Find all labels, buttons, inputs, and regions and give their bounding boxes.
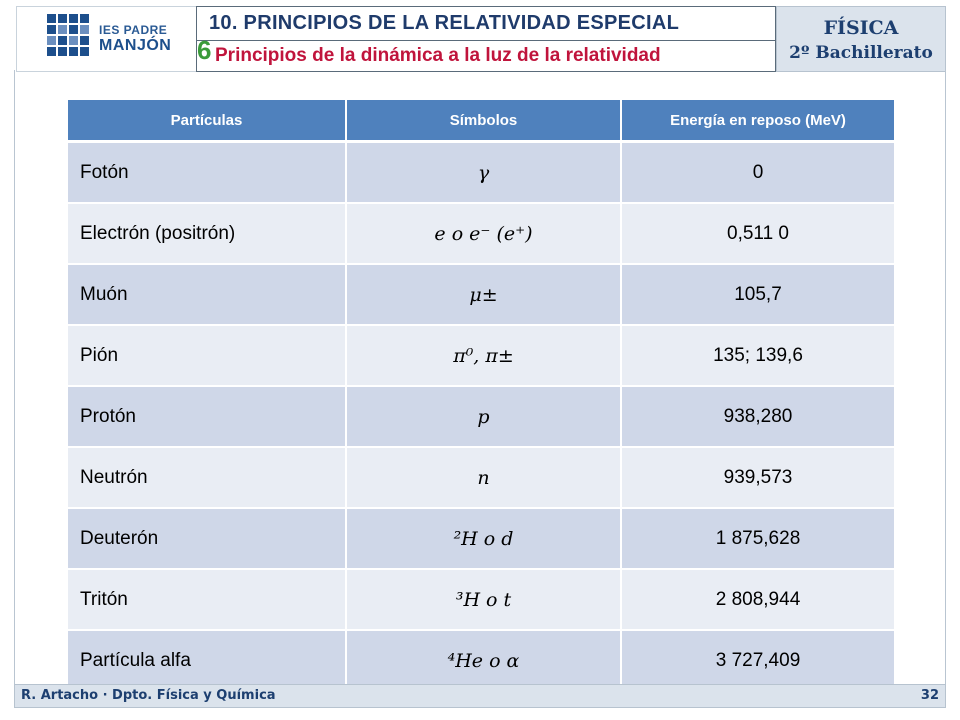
table-row: Electrón (positrón) e o e⁻ (e⁺) 0,511 0 — [68, 203, 894, 265]
particle-energy: 0 — [621, 141, 894, 204]
logo-text-line2: MANJÓN — [99, 37, 172, 54]
page-header: IES PADRE MANJÓN 10. PRINCIPIOS DE LA RE… — [0, 0, 960, 76]
particle-energy: 0,511 0 — [621, 203, 894, 265]
particle-symbol: ³H o t — [346, 569, 622, 631]
particle-name: Tritón — [68, 569, 347, 631]
school-logo: IES PADRE MANJÓN — [16, 6, 198, 72]
particle-energy: 105,7 — [621, 264, 894, 326]
particle-energy: 3 727,409 — [621, 630, 894, 692]
subject-name: FÍSICA — [823, 17, 899, 39]
table-row: Tritón ³H o t 2 808,944 — [68, 569, 894, 631]
particle-name: Neutrón — [68, 447, 347, 509]
particle-energy: 1 875,628 — [621, 508, 894, 570]
particle-symbol: ²H o d — [346, 508, 622, 570]
footer-author: R. Artacho · Dpto. Física y Química — [21, 688, 276, 703]
page-subtitle: Principios de la dinámica a la luz de la… — [215, 45, 661, 66]
particle-symbol: π⁰, π± — [346, 325, 622, 387]
table-row: Neutrón n 939,573 — [68, 447, 894, 509]
particle-name: Protón — [68, 386, 347, 448]
particle-name: Partícula alfa — [68, 630, 347, 692]
particle-name: Pión — [68, 325, 347, 387]
particle-name: Deuterón — [68, 508, 347, 570]
table-row: Pión π⁰, π± 135; 139,6 — [68, 325, 894, 387]
logo-grid-icon — [47, 14, 91, 58]
particle-energy: 135; 139,6 — [621, 325, 894, 387]
subtitle-box: 6 Principios de la dinámica a la luz de … — [196, 35, 776, 72]
header-particles: Partículas — [68, 100, 347, 143]
subject-badge: FÍSICA 2º Bachillerato — [776, 6, 946, 72]
table-row: Muón μ± 105,7 — [68, 264, 894, 326]
particle-symbol: μ± — [346, 264, 622, 326]
table-row: Fotón γ 0 — [68, 141, 894, 204]
particles-table: Partículas Símbolos Energía en reposo (M… — [68, 100, 894, 692]
header-symbols: Símbolos — [346, 100, 622, 143]
section-number: 6 — [197, 35, 212, 65]
header-energy: Energía en reposo (MeV) — [621, 100, 894, 143]
table-header-row: Partículas Símbolos Energía en reposo (M… — [68, 100, 894, 143]
subject-level: 2º Bachillerato — [789, 43, 933, 63]
page-footer: R. Artacho · Dpto. Física y Química 32 — [14, 684, 946, 708]
particle-name: Fotón — [68, 141, 347, 204]
particle-energy: 2 808,944 — [621, 569, 894, 631]
particle-energy: 938,280 — [621, 386, 894, 448]
particle-symbol: ⁴He o α — [346, 630, 622, 692]
table-row: Partícula alfa ⁴He o α 3 727,409 — [68, 630, 894, 692]
particle-symbol: γ — [346, 141, 622, 204]
particle-name: Electrón (positrón) — [68, 203, 347, 265]
table-row: Deuterón ²H o d 1 875,628 — [68, 508, 894, 570]
content-frame — [14, 70, 946, 684]
table-row: Protón p 938,280 — [68, 386, 894, 448]
logo-text-line1: IES PADRE — [99, 23, 168, 37]
particle-symbol: e o e⁻ (e⁺) — [346, 203, 622, 265]
particle-symbol: n — [346, 447, 622, 509]
page-number: 32 — [920, 688, 939, 703]
particle-name: Muón — [68, 264, 347, 326]
page-title: 10. PRINCIPIOS DE LA RELATIVIDAD ESPECIA… — [209, 12, 680, 34]
particle-energy: 939,573 — [621, 447, 894, 509]
title-box: 10. PRINCIPIOS DE LA RELATIVIDAD ESPECIA… — [196, 6, 776, 41]
particle-symbol: p — [346, 386, 622, 448]
